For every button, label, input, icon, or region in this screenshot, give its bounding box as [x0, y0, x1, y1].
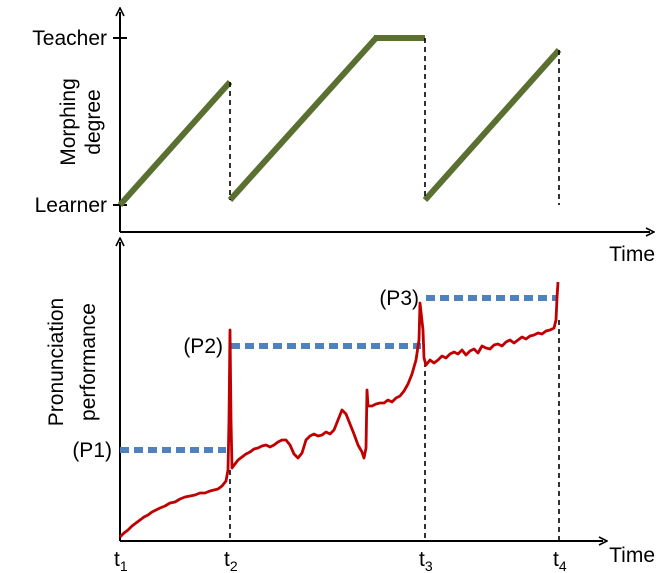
level-label-p1: (P1) [72, 439, 112, 462]
morph-ramp-2 [227, 35, 379, 203]
performance-curve [119, 281, 560, 538]
top-y-label-line1: Morphing [57, 78, 80, 166]
teacher-tick-label: Teacher [32, 27, 107, 50]
bottom-panel: Pronunciation performance Time (P1) (P2)… [45, 242, 655, 573]
top-x-label: Time [609, 243, 655, 266]
bottom-x-label: Time [609, 544, 655, 567]
top-panel: Teacher Learner Morphing degree Time [32, 12, 655, 266]
time-tick-t2: t2 [224, 548, 238, 573]
morphing-curve [117, 35, 562, 207]
level-label-p2: (P2) [183, 335, 223, 358]
level-label-p3: (P3) [379, 287, 419, 310]
learner-tick-label: Learner [35, 194, 107, 217]
top-y-label-line2: degree [82, 89, 105, 154]
bottom-y-label-line2: performance [77, 303, 100, 421]
time-tick-t4: t4 [553, 548, 567, 573]
morph-ramp-3 [422, 48, 562, 202]
time-tick-t3: t3 [419, 548, 433, 573]
bottom-y-label-line1: Pronunciation [45, 298, 68, 426]
morph-ramp-1 [117, 80, 233, 207]
time-tick-t1: t1 [114, 548, 128, 573]
time-ticks: t1 t2 t3 t4 [114, 548, 567, 573]
